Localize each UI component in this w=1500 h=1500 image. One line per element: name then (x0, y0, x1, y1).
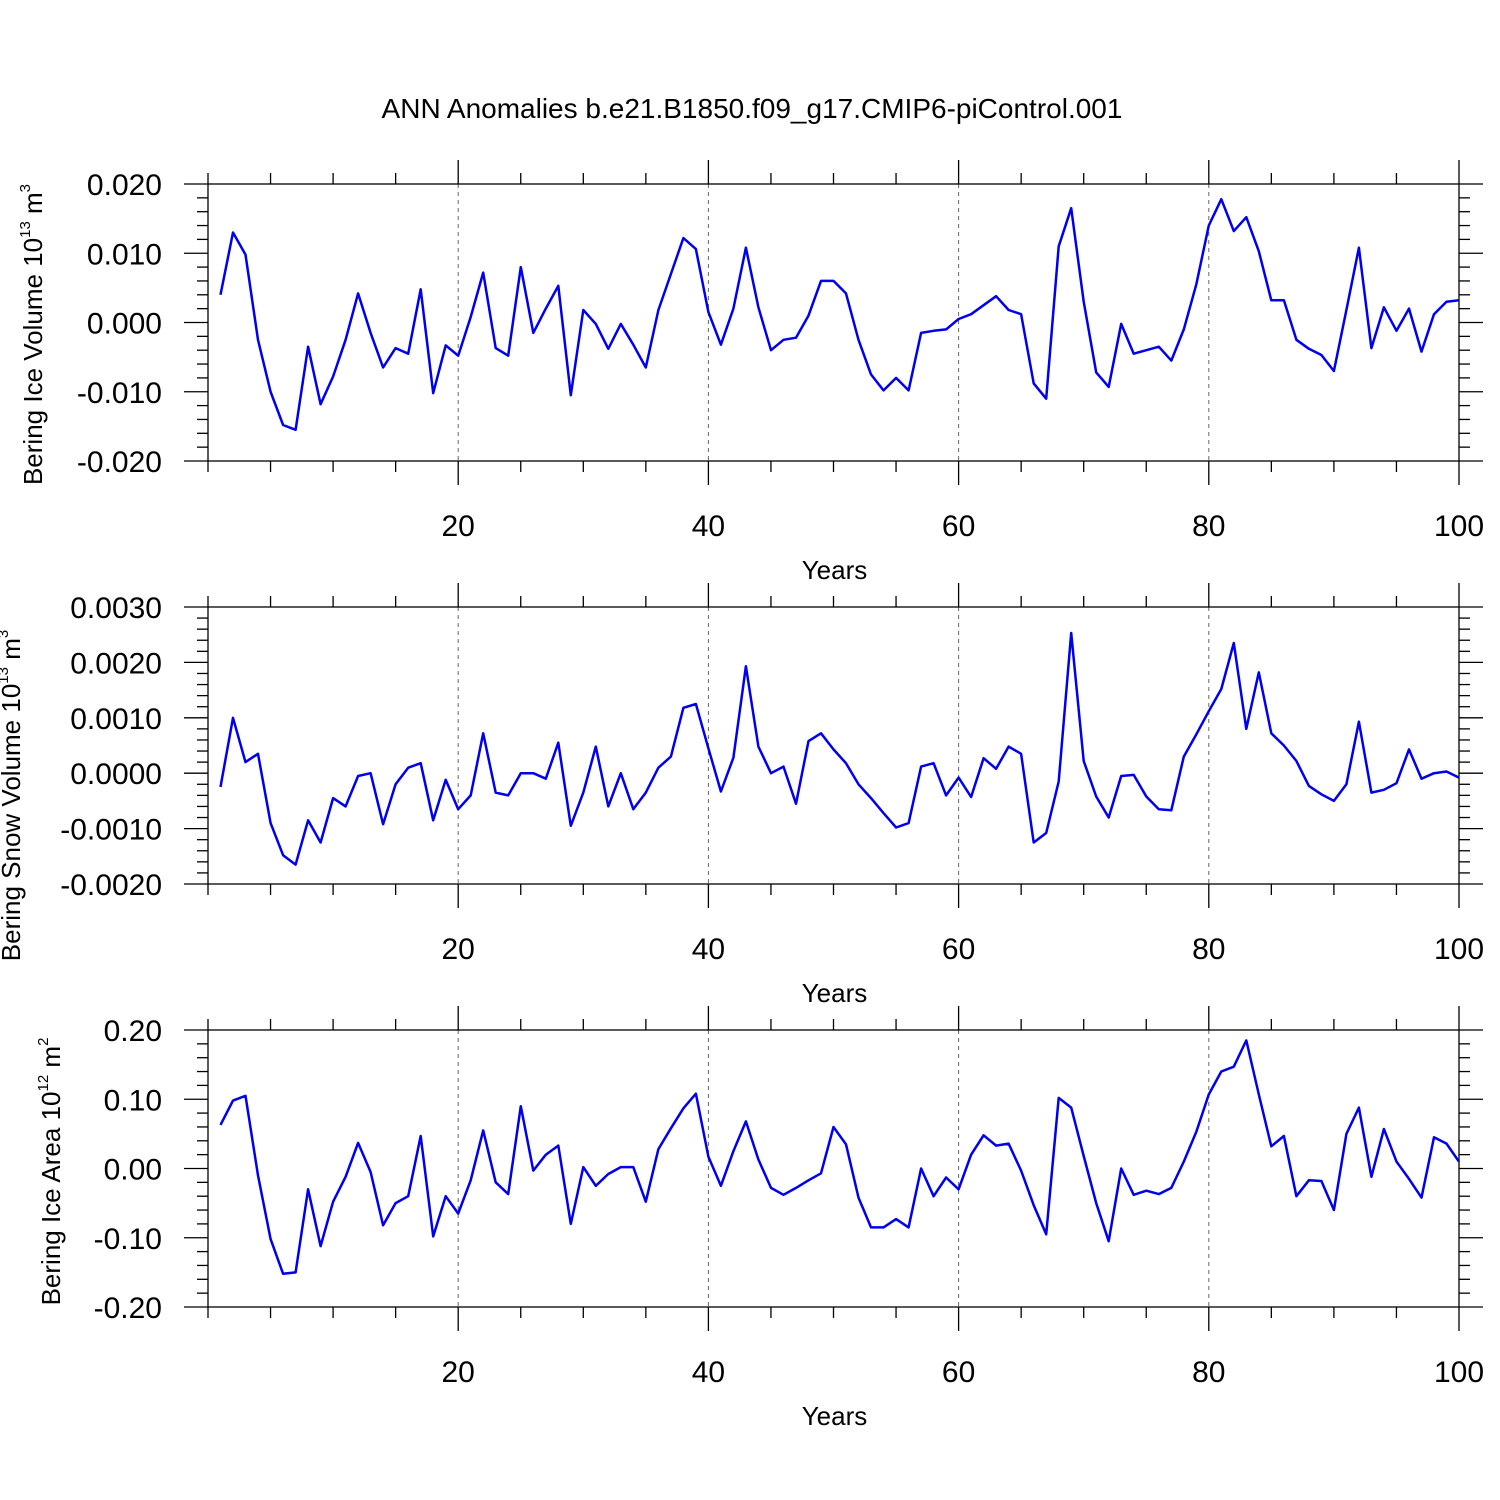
plot-frame (207, 606, 1460, 885)
x-axis-title: Years (802, 1401, 868, 1431)
x-tick-label: 100 (1434, 933, 1484, 966)
x-tick-label: 60 (942, 510, 975, 543)
y-tick-label: -0.20 (94, 1292, 162, 1325)
x-tick-label: 80 (1192, 933, 1225, 966)
panel-1: -0.020 -0.010 0.000 0.010 0.020 20 40 60 80 100 Ye… (17, 160, 1484, 585)
y-tick-label: 0.0020 (70, 647, 162, 680)
series-line (219, 1039, 1461, 1276)
chart-title: ANN Anomalies b.e21.B1850.f09_g17.CMIP6-… (382, 93, 1123, 124)
series-line (219, 631, 1460, 866)
x-axis-title: Years (802, 978, 868, 1008)
y-tick-label: 0.0010 (70, 703, 162, 736)
x-tick-label: 20 (442, 1356, 475, 1389)
x-tick-label: 40 (692, 933, 725, 966)
y-tick-label: 0.10 (104, 1084, 162, 1117)
x-tick-label: 60 (942, 933, 975, 966)
y-tick-label: -0.010 (77, 377, 162, 410)
series-line (219, 197, 1460, 432)
x-tick-label: 100 (1434, 1356, 1484, 1389)
y-tick-label: -0.0020 (60, 869, 162, 902)
plot-frame (207, 183, 1460, 462)
y-axis-title: Bering Ice Volume 1013 m3 (17, 184, 48, 485)
y-tick-label: -0.0010 (60, 814, 162, 847)
y-tick-label: -0.10 (94, 1223, 162, 1256)
panel-3: -0.20 -0.10 0.00 0.10 0.20 20 40 60 80 100 Years Be… (35, 1006, 1484, 1431)
y-tick-label: 0.0000 (70, 758, 162, 791)
y-tick-label: 0.020 (87, 169, 162, 202)
y-tick-label: 0.000 (87, 308, 162, 341)
x-tick-label: 20 (442, 510, 475, 543)
x-tick-label: 40 (692, 1356, 725, 1389)
y-axis-title: Bering Snow Volume 1013 m3 (0, 630, 26, 961)
y-tick-label: 0.00 (104, 1154, 162, 1187)
x-tick-label: 20 (442, 933, 475, 966)
y-tick-label: 0.010 (87, 238, 162, 271)
y-tick-label: 0.0030 (70, 592, 162, 625)
x-tick-label: 60 (942, 1356, 975, 1389)
plot-frame (207, 1029, 1460, 1308)
y-tick-label: -0.020 (77, 446, 162, 479)
panel-2: -0.0020 -0.0010 0.0000 0.0010 0.0020 0.0030 20… (0, 583, 1484, 1008)
y-axis-title: Bering Ice Area 1012 m2 (35, 1038, 66, 1306)
x-tick-label: 80 (1192, 510, 1225, 543)
x-tick-label: 80 (1192, 1356, 1225, 1389)
x-tick-label: 100 (1434, 510, 1484, 543)
y-tick-label: 0.20 (104, 1015, 162, 1048)
x-tick-label: 40 (692, 510, 725, 543)
x-axis-title: Years (802, 555, 868, 585)
